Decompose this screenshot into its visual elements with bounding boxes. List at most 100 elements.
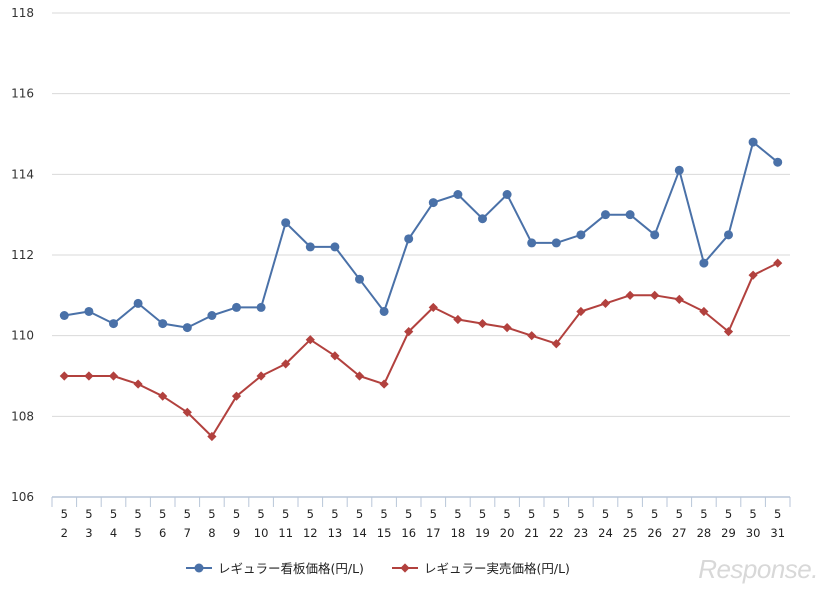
x-tick-label-month: 5 <box>577 507 584 521</box>
x-tick-label-day: 13 <box>328 526 343 540</box>
x-tick-label-day: 17 <box>426 526 441 540</box>
x-tick-label-day: 22 <box>549 526 564 540</box>
x-tick-label-month: 5 <box>110 507 117 521</box>
data-point <box>84 371 94 381</box>
data-point <box>576 306 586 317</box>
x-tick-label-day: 23 <box>574 526 589 540</box>
y-axis-tick-labels: 106 108 110 112 114 116 118 <box>11 6 34 504</box>
y-tick-label: 110 <box>11 329 34 343</box>
data-point <box>133 379 143 389</box>
data-point <box>305 335 315 345</box>
data-point <box>158 391 168 401</box>
data-point <box>748 137 758 147</box>
x-tick-label-day: 9 <box>233 526 240 540</box>
x-tick-label-day: 29 <box>721 526 736 540</box>
x-axis-tick-labels: 5253545556575859510511512513514515516517… <box>61 507 785 540</box>
data-point <box>256 371 266 381</box>
x-tick-label-day: 10 <box>254 526 269 540</box>
x-tick-label-day: 19 <box>475 526 490 540</box>
data-point <box>355 274 364 284</box>
x-tick-label-month: 5 <box>725 507 732 521</box>
x-tick-label-month: 5 <box>602 507 609 521</box>
data-point <box>748 270 758 280</box>
data-point <box>601 210 610 220</box>
data-point <box>109 319 118 329</box>
legend-marker <box>194 563 204 573</box>
y-tick-label: 118 <box>11 6 34 20</box>
data-point <box>576 230 586 240</box>
data-point <box>108 371 119 381</box>
data-point <box>256 302 266 312</box>
data-point <box>207 431 217 442</box>
legend-label: レギュラー実売価格(円/L) <box>424 561 570 576</box>
x-tick-label-month: 5 <box>676 507 683 521</box>
x-tick-label-day: 26 <box>647 526 662 540</box>
data-point <box>650 290 660 300</box>
data-point <box>674 165 684 175</box>
x-tick-label-day: 21 <box>524 526 539 540</box>
x-tick-label-day: 30 <box>746 526 761 540</box>
x-tick-label-month: 5 <box>380 507 387 521</box>
series-layer <box>59 137 783 442</box>
x-tick-label-month: 5 <box>134 507 141 521</box>
data-point <box>232 302 241 312</box>
legend: レギュラー看板価格(円/L) レギュラー実売価格(円/L) <box>186 561 570 576</box>
legend-label: レギュラー看板価格(円/L) <box>218 561 364 576</box>
data-point <box>674 294 684 304</box>
x-tick-label-day: 18 <box>451 526 466 540</box>
data-point <box>158 319 168 329</box>
x-tick-label-month: 5 <box>257 507 264 521</box>
data-point <box>428 302 438 313</box>
data-point <box>59 371 69 381</box>
data-point <box>699 258 709 268</box>
data-point <box>527 331 537 341</box>
data-point <box>281 218 291 228</box>
x-tick-label-day: 14 <box>352 526 367 540</box>
data-point <box>478 214 487 224</box>
response-logo-watermark: Response. <box>698 554 818 584</box>
y-tick-label: 112 <box>11 248 34 262</box>
x-tick-label-month: 5 <box>356 507 363 521</box>
x-tick-label-month: 5 <box>430 507 437 521</box>
series-line <box>64 262 779 438</box>
data-point <box>281 359 291 369</box>
data-point <box>404 234 414 244</box>
data-point <box>773 258 783 268</box>
series-line <box>64 141 779 329</box>
x-tick-label-month: 5 <box>233 507 240 521</box>
x-tick-label-month: 5 <box>528 507 535 521</box>
x-tick-label-month: 5 <box>61 507 68 521</box>
x-tick-label-month: 5 <box>774 507 781 521</box>
x-tick-label-month: 5 <box>307 507 314 521</box>
x-tick-label-month: 5 <box>626 507 633 521</box>
data-point <box>723 327 734 337</box>
data-point <box>428 198 438 208</box>
x-tick-label-day: 4 <box>110 526 117 540</box>
y-tick-label: 116 <box>11 87 34 101</box>
data-point <box>724 230 733 240</box>
x-tick-label-day: 11 <box>278 526 293 540</box>
x-tick-label-month: 5 <box>503 507 510 521</box>
x-tick-label-day: 5 <box>134 526 141 540</box>
y-tick-label: 108 <box>11 409 34 423</box>
x-tick-label-day: 24 <box>598 526 613 540</box>
x-tick-label-month: 5 <box>651 507 658 521</box>
y-tick-label: 106 <box>11 490 34 504</box>
x-tick-label-day: 31 <box>770 526 785 540</box>
x-tick-label-day: 7 <box>184 526 191 540</box>
x-tick-label-month: 5 <box>553 507 560 521</box>
data-point <box>625 210 635 220</box>
data-point <box>182 407 192 417</box>
x-tick-label-day: 2 <box>61 526 68 540</box>
data-point <box>207 311 217 320</box>
data-point <box>699 306 709 317</box>
x-tick-label-month: 5 <box>749 507 756 521</box>
data-point <box>330 351 340 361</box>
data-point <box>650 230 660 240</box>
data-point <box>502 190 512 199</box>
data-point <box>231 391 242 401</box>
x-tick-label-month: 5 <box>159 507 166 521</box>
series-2 <box>59 258 783 442</box>
data-point <box>600 298 611 308</box>
